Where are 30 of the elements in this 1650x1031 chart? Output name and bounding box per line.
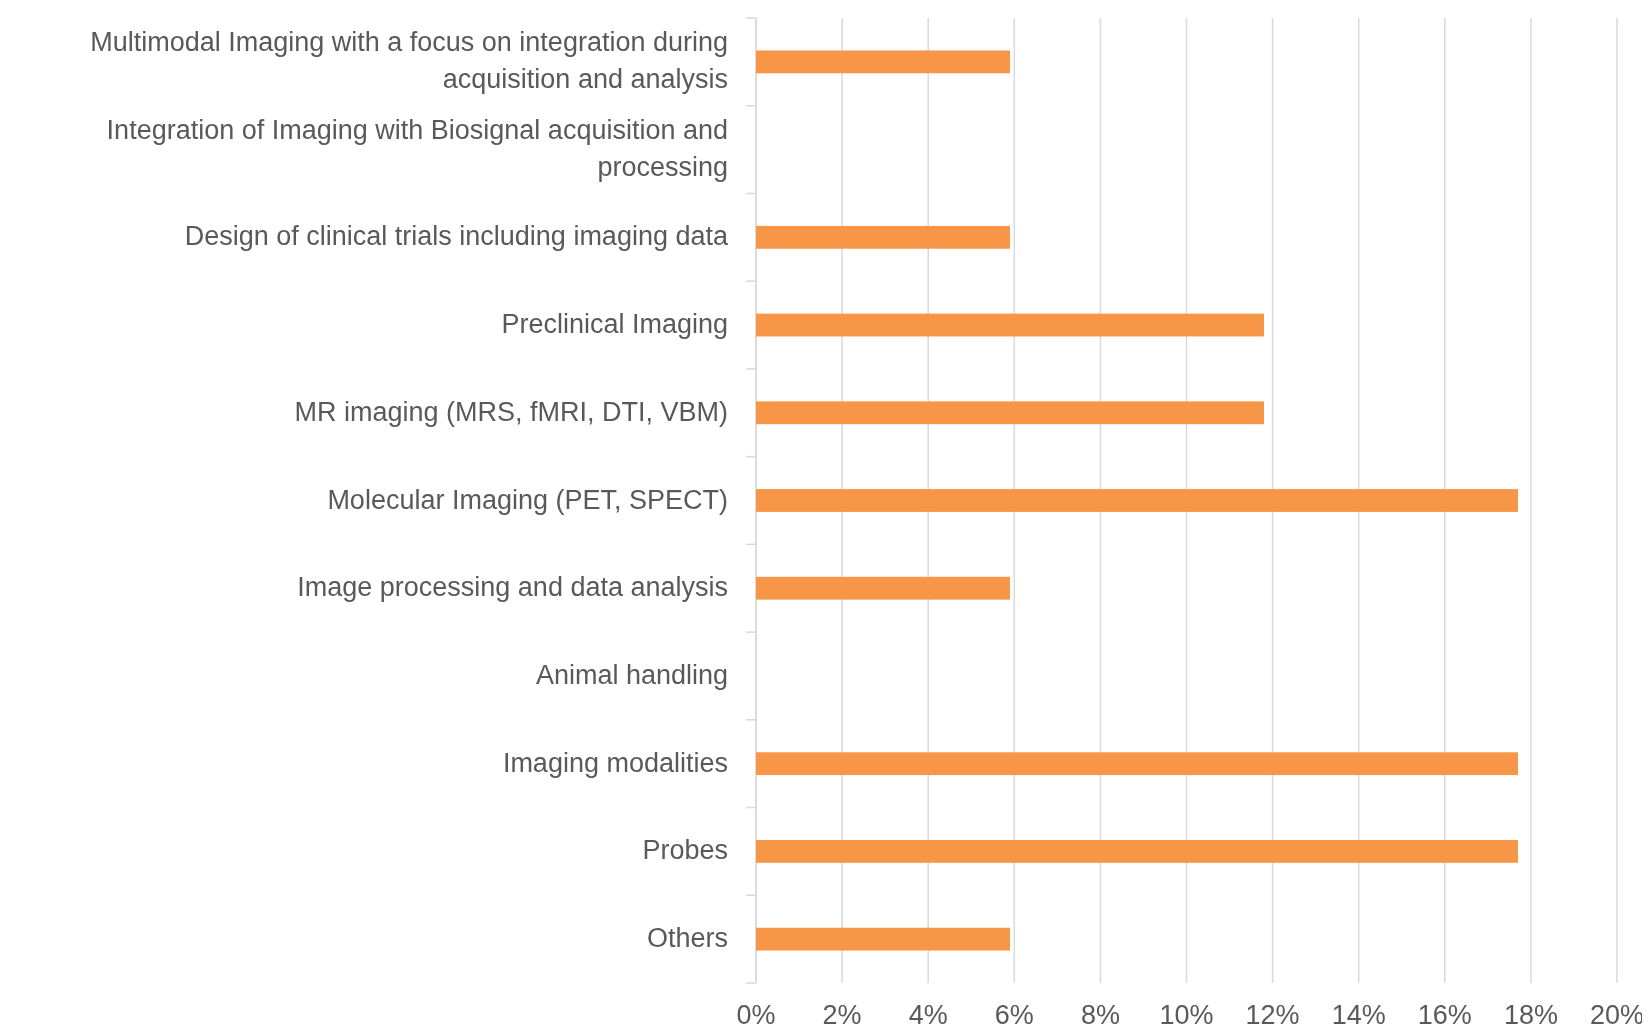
y-tick-label: MR imaging (MRS, fMRI, DTI, VBM): [294, 396, 728, 427]
x-tick-label: 4%: [908, 1000, 948, 1030]
y-tick-label: Others: [646, 923, 728, 954]
x-tick-label: 10%: [1159, 1000, 1214, 1030]
y-tick-label: Probes: [642, 835, 728, 866]
y-tick-label: Molecular Imaging (PET, SPECT): [327, 484, 728, 515]
bar: [756, 401, 1264, 425]
x-tick-label: 16%: [1417, 1000, 1472, 1030]
bar: [756, 313, 1264, 337]
x-tick-label: 18%: [1503, 1000, 1558, 1030]
x-tick-label: 2%: [822, 1000, 862, 1030]
y-tick-label: Image processing and data analysis: [297, 572, 728, 603]
bar: [756, 752, 1518, 776]
bar: [756, 50, 1010, 74]
bar: [756, 576, 1010, 600]
bar: [756, 927, 1010, 951]
y-tick-label: Multimodal Imaging with a focus on integration during acquisition and analysis: [90, 27, 728, 95]
x-tick-label: 8%: [1080, 1000, 1120, 1030]
y-tick-label: Integration of Imaging with Biosignal acquisition and processing: [106, 115, 728, 183]
bar: [756, 840, 1518, 863]
x-tick-label: 6%: [994, 1000, 1034, 1030]
y-tick-label: Imaging modalities: [502, 747, 728, 778]
bar: [756, 489, 1518, 512]
y-tick-label: Animal handling: [535, 659, 728, 690]
x-tick-label: 12%: [1245, 1000, 1300, 1030]
y-tick-label: Preclinical Imaging: [501, 309, 728, 340]
y-tick-label: Design of clinical trials including imaging data: [184, 221, 729, 252]
x-tick-label: 0%: [736, 1000, 776, 1030]
x-tick-label: 14%: [1331, 1000, 1386, 1030]
bar: [756, 225, 1010, 249]
